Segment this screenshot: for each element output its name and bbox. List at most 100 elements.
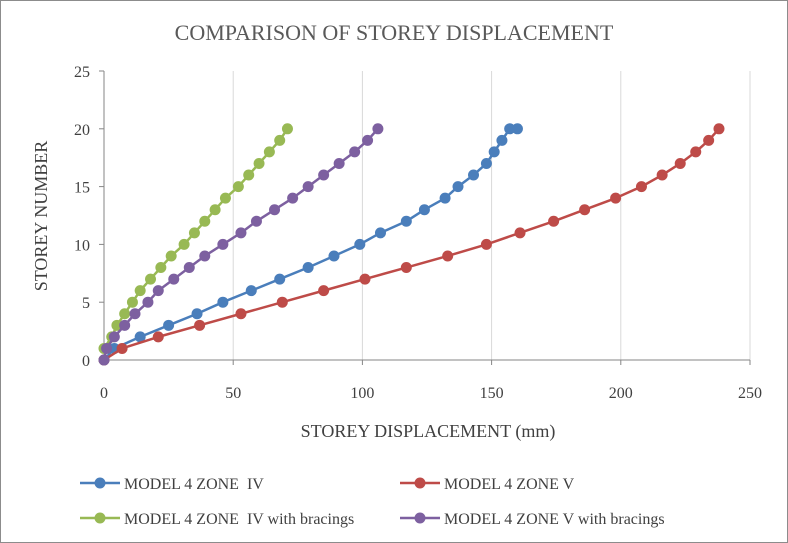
- x-tick-label: 250: [738, 385, 762, 402]
- data-point: [656, 169, 668, 181]
- data-point: [318, 285, 330, 297]
- data-point: [152, 331, 164, 343]
- y-tick-label: 20: [74, 122, 90, 139]
- data-point: [253, 157, 265, 169]
- legend-item: MODEL 4 ZONE IV: [80, 476, 264, 493]
- data-point: [281, 123, 293, 135]
- data-point: [276, 296, 288, 308]
- data-point: [504, 123, 516, 135]
- data-point: [168, 273, 180, 285]
- x-tick-labels: 0 50 100 150 200 250: [100, 385, 762, 402]
- data-point: [188, 227, 200, 239]
- data-point: [452, 181, 464, 193]
- data-point: [690, 146, 702, 158]
- data-point: [163, 319, 175, 331]
- data-point: [610, 192, 622, 204]
- data-point: [191, 308, 203, 320]
- data-point: [263, 146, 275, 158]
- y-axis-label: STOREY NUMBER: [31, 141, 51, 292]
- data-point: [496, 134, 508, 146]
- data-point: [372, 123, 384, 135]
- y-tick-label: 15: [74, 180, 90, 197]
- data-point: [514, 227, 526, 239]
- data-point: [243, 169, 255, 181]
- data-point: [548, 215, 560, 227]
- gridlines: [232, 71, 751, 360]
- y-tick-labels: 0 5 10 15 20 25: [74, 64, 90, 370]
- x-tick-label: 200: [609, 385, 633, 402]
- data-point: [134, 331, 146, 343]
- data-point: [480, 157, 492, 169]
- series-group: [98, 123, 725, 366]
- legend-label: MODEL 4 ZONE IV: [124, 476, 264, 493]
- chart-title: COMPARISON OF STOREY DISPLACEMENT: [175, 20, 614, 45]
- legend-label: MODEL 4 ZONE IV with bracings: [124, 511, 354, 528]
- data-point: [217, 296, 229, 308]
- legend-marker: [94, 477, 106, 489]
- legend-label: MODEL 4 ZONE V with bracings: [444, 511, 665, 528]
- series-4: [98, 123, 384, 366]
- data-point: [129, 308, 141, 320]
- data-point: [108, 331, 120, 343]
- data-point: [333, 157, 345, 169]
- data-point: [579, 204, 591, 216]
- data-point: [194, 319, 206, 331]
- data-point: [145, 273, 157, 285]
- legend-item: MODEL 4 ZONE IV with bracings: [80, 511, 354, 528]
- x-tick-label: 50: [225, 385, 241, 402]
- data-point: [354, 238, 366, 250]
- data-point: [101, 342, 113, 354]
- data-point: [219, 192, 231, 204]
- data-point: [511, 123, 523, 135]
- data-point: [235, 227, 247, 239]
- series-3: [98, 123, 293, 354]
- data-point: [142, 296, 154, 308]
- data-point: [217, 238, 229, 250]
- data-point: [165, 250, 177, 262]
- data-point: [269, 204, 281, 216]
- data-point: [183, 262, 195, 274]
- data-point: [400, 215, 412, 227]
- legend-item: MODEL 4 ZONE V with bracings: [400, 511, 665, 528]
- data-point: [480, 238, 492, 250]
- data-point: [713, 123, 725, 135]
- data-point: [468, 169, 480, 181]
- legend: MODEL 4 ZONE IV MODEL 4 ZONE V MODEL 4 ZON…: [80, 476, 665, 528]
- data-point: [111, 319, 123, 331]
- legend-label: MODEL 4 ZONE V: [444, 476, 575, 493]
- data-point: [274, 273, 286, 285]
- data-point: [119, 319, 131, 331]
- y-tick-label: 25: [74, 64, 90, 81]
- data-point: [232, 181, 244, 193]
- data-point: [349, 146, 361, 158]
- series-line: [103, 127, 518, 361]
- data-point: [245, 285, 257, 297]
- legend-marker: [414, 477, 426, 489]
- data-point: [209, 204, 221, 216]
- data-point: [674, 157, 686, 169]
- data-point: [152, 285, 164, 297]
- data-point: [442, 250, 454, 262]
- data-point: [359, 273, 371, 285]
- data-point: [362, 134, 374, 146]
- data-point: [274, 134, 286, 146]
- data-point: [302, 181, 314, 193]
- data-point: [635, 181, 647, 193]
- data-point: [235, 308, 247, 320]
- data-point: [439, 192, 451, 204]
- data-point: [250, 215, 262, 227]
- x-axis-label: STOREY DISPLACEMENT (mm): [301, 421, 556, 442]
- x-tick-label: 100: [350, 385, 374, 402]
- data-point: [318, 169, 330, 181]
- data-point: [488, 146, 500, 158]
- data-point: [328, 250, 340, 262]
- data-point: [287, 192, 299, 204]
- data-point: [98, 354, 110, 366]
- y-tick-label: 5: [82, 295, 90, 312]
- data-point: [400, 262, 412, 274]
- data-point: [134, 285, 146, 297]
- data-point: [178, 238, 190, 250]
- data-point: [126, 296, 138, 308]
- data-point: [119, 308, 131, 320]
- data-point: [199, 250, 211, 262]
